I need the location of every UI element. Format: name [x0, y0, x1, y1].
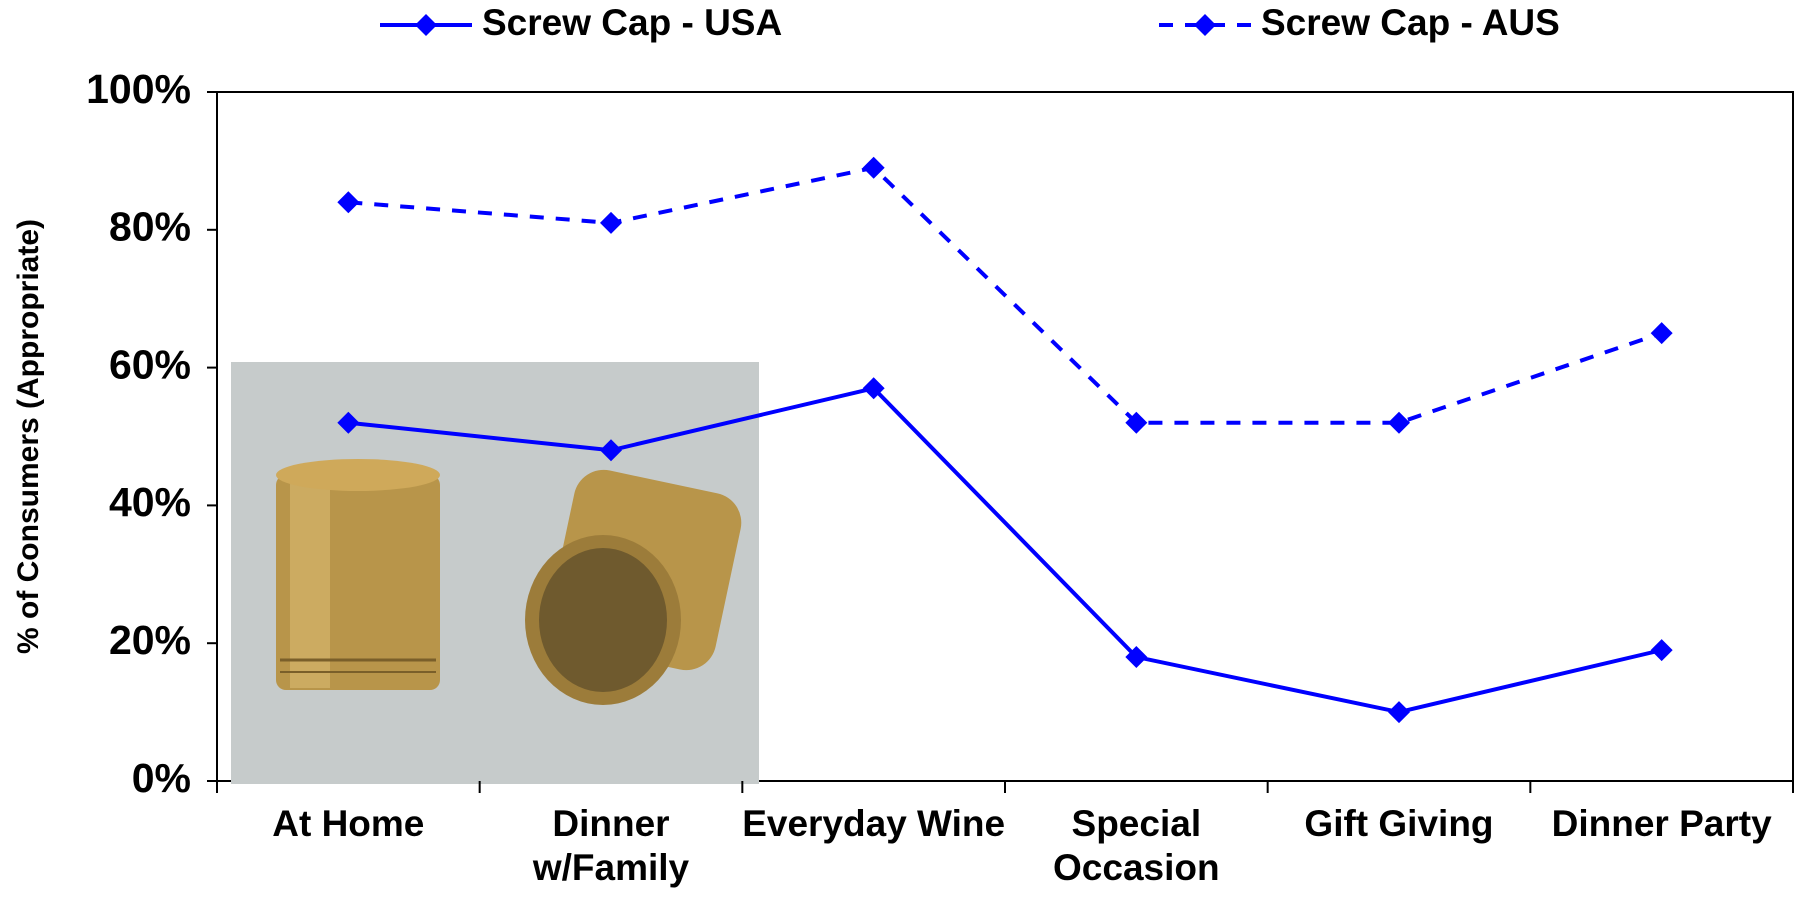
marker: [1388, 701, 1410, 724]
marker: [337, 191, 360, 214]
marker: [1650, 639, 1673, 662]
marker: [862, 156, 885, 179]
x-tick-label: At Home: [272, 803, 425, 844]
legend-marker: [415, 14, 437, 36]
x-tick-label: Gift Giving: [1304, 803, 1494, 844]
series-line: [348, 386, 1663, 715]
legend-label: Screw Cap - AUS: [1261, 2, 1560, 43]
series-line: [348, 165, 1663, 425]
marker: [600, 439, 622, 462]
marker: [337, 411, 360, 434]
x-tick-label: Dinner Party: [1551, 803, 1772, 844]
marker: [1125, 411, 1148, 434]
y-tick-label: 80%: [109, 204, 191, 250]
marker: [600, 211, 622, 234]
x-tick-label: Special Occasion: [1053, 803, 1220, 888]
marker: [1125, 645, 1148, 668]
y-tick-label: 20%: [109, 617, 191, 663]
marker: [1650, 322, 1673, 345]
x-tick-label: Dinner w/Family: [532, 803, 690, 888]
y-tick-label: 100%: [86, 66, 191, 112]
y-tick-label: 0%: [132, 755, 191, 801]
legend-marker: [1194, 14, 1216, 36]
marker: [862, 377, 885, 400]
y-axis-title: % of Consumers (Appropriate): [12, 219, 45, 654]
marker: [1388, 411, 1410, 434]
legend-label: Screw Cap - USA: [482, 2, 782, 43]
cap-photo: [231, 362, 759, 784]
y-tick-label: 60%: [109, 341, 191, 387]
y-tick-label: 40%: [109, 479, 191, 525]
x-tick-label: Everyday Wine: [742, 803, 1006, 844]
